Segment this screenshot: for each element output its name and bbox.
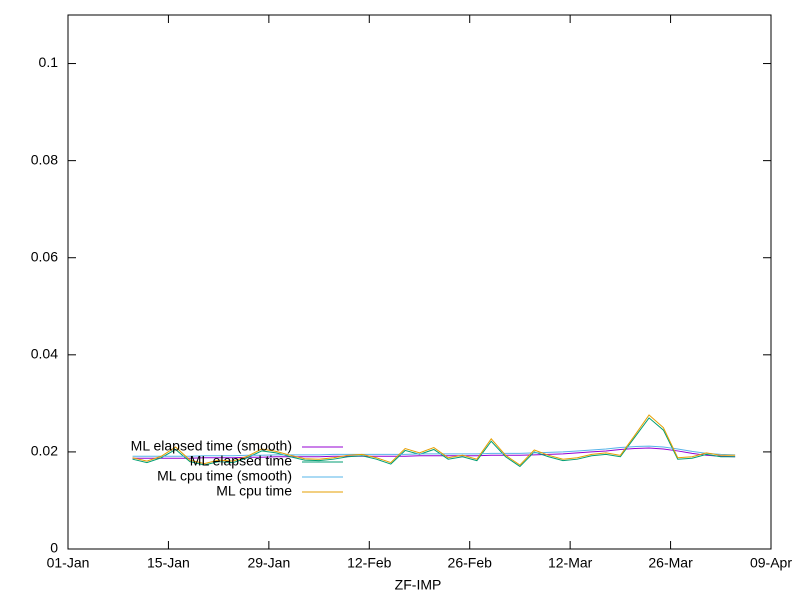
y-tick-label: 0 xyxy=(50,540,58,556)
x-tick-label: 26-Feb xyxy=(448,555,493,571)
legend-label: ML elapsed time xyxy=(190,453,292,469)
x-tick-label: 12-Feb xyxy=(347,555,392,571)
plot-frame xyxy=(67,14,772,550)
data-line xyxy=(132,447,736,459)
x-tick-label: 01-Jan xyxy=(47,555,90,571)
x-tick-label: 29-Jan xyxy=(247,555,290,571)
x-tick-label: 15-Jan xyxy=(147,555,190,571)
legend-label: ML cpu time xyxy=(216,483,292,499)
data-line xyxy=(132,445,736,457)
legend-label: ML cpu time (smooth) xyxy=(157,468,292,484)
x-axis-label: ZF-IMP xyxy=(395,577,442,593)
data-line xyxy=(132,417,736,468)
data-line xyxy=(132,414,736,466)
y-tick-label: 0.08 xyxy=(31,151,58,167)
y-tick-label: 0.1 xyxy=(39,54,59,70)
x-tick-label: 26-Mar xyxy=(648,555,693,571)
y-tick-label: 0.02 xyxy=(31,443,58,459)
x-tick-label: 09-Apr xyxy=(750,555,792,571)
legend-label: ML elapsed time (smooth) xyxy=(131,438,292,454)
x-tick-label: 12-Mar xyxy=(548,555,593,571)
y-tick-label: 0.06 xyxy=(31,248,58,264)
y-tick-label: 0.04 xyxy=(31,346,58,362)
